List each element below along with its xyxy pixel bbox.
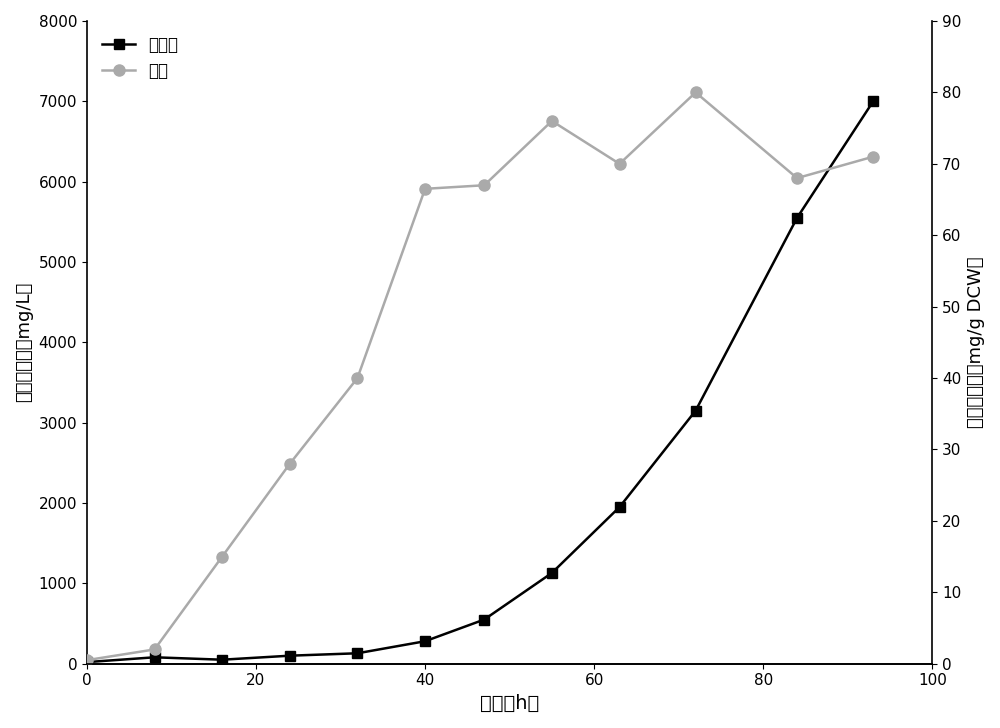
Line: 十二烷: 十二烷: [82, 97, 878, 667]
胞内: [614, 159, 626, 168]
X-axis label: 时间（h）: 时间（h）: [480, 694, 539, 713]
胞内: [419, 184, 431, 193]
胞内: [791, 174, 803, 183]
十二烷: [478, 615, 490, 624]
胞内: [546, 116, 558, 125]
Legend: 十二烷, 胞内: 十二烷, 胞内: [95, 29, 185, 87]
胞内: [351, 373, 363, 382]
胞内: [216, 553, 228, 561]
胞内: [478, 181, 490, 189]
Y-axis label: 角鲸烯含量（mg/g DCW）: 角鲸烯含量（mg/g DCW）: [967, 256, 985, 428]
十二烷: [149, 653, 161, 662]
十二烷: [351, 649, 363, 657]
十二烷: [791, 213, 803, 222]
Line: 胞内: 胞内: [81, 87, 879, 665]
十二烷: [867, 97, 879, 106]
十二烷: [419, 637, 431, 646]
十二烷: [690, 406, 702, 415]
十二烷: [614, 503, 626, 512]
十二烷: [546, 569, 558, 577]
胞内: [284, 459, 296, 468]
胞内: [149, 645, 161, 654]
胞内: [690, 88, 702, 97]
十二烷: [284, 652, 296, 660]
十二烷: [216, 655, 228, 664]
胞内: [81, 656, 93, 665]
Y-axis label: 角鲸烯含量（mg/L）: 角鲸烯含量（mg/L）: [15, 282, 33, 403]
胞内: [867, 152, 879, 161]
十二烷: [81, 657, 93, 666]
